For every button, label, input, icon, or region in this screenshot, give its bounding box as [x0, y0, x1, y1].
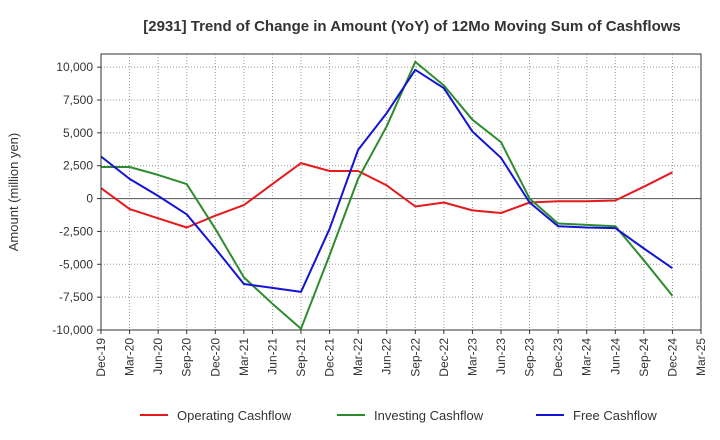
y-tick-label: -5,000: [59, 257, 93, 271]
legend: Operating Cashflow Investing Cashflow Free…: [140, 408, 657, 423]
x-tick-label: Sep-20: [180, 338, 194, 377]
x-tick-label: Mar-23: [465, 338, 479, 376]
x-tick-label: Jun-21: [265, 338, 279, 375]
y-tick-label: 5,000: [63, 126, 93, 140]
x-tick-label: Dec-23: [551, 338, 565, 377]
x-tick-label: Jun-20: [151, 338, 165, 375]
x-tick-label: Dec-21: [323, 338, 337, 377]
x-tick-label: Sep-21: [294, 338, 308, 377]
x-tick-label: Jun-22: [380, 338, 394, 375]
series-line-operating-cashflow: [100, 162, 673, 229]
x-tick-label: Jun-24: [608, 338, 622, 375]
series-layer: [100, 60, 674, 330]
y-tick-label: 7,500: [63, 93, 93, 107]
chart-title: [2931] Trend of Change in Amount (YoY) o…: [143, 18, 681, 35]
series-line-free-cashflow: [100, 68, 673, 293]
y-tick-layer: 10,000 7,500 5,000 2,500 0 -2,500 -5,000 -7,500…: [52, 60, 101, 337]
x-tick-label: Mar-24: [580, 338, 594, 376]
x-tick-label: Mar-25: [694, 338, 708, 376]
y-tick-label: -2,500: [59, 224, 93, 238]
y-axis-label: Amount (million yen): [6, 133, 21, 252]
y-tick-label: -7,500: [59, 290, 93, 304]
y-tick-label: 2,500: [63, 159, 93, 173]
x-tick-label: Dec-20: [208, 338, 222, 377]
x-tick-label: Sep-24: [637, 338, 651, 377]
legend-label-0: Operating Cashflow: [177, 408, 292, 423]
x-tick-label: Sep-22: [408, 338, 422, 377]
x-tick-label: Dec-24: [665, 338, 679, 377]
x-tick-label: Sep-23: [523, 338, 537, 377]
x-tick-layer: Dec-19 Mar-20 Jun-20 Sep-20 Dec-20 Mar-21 Jun-…: [94, 330, 708, 377]
x-tick-label: Dec-22: [437, 338, 451, 377]
y-tick-label: -10,000: [52, 323, 93, 337]
x-tick-label: Mar-21: [237, 338, 251, 376]
plot-frame: [100, 53, 702, 331]
legend-label-1: Investing Cashflow: [374, 408, 484, 423]
x-tick-label: Dec-19: [94, 338, 108, 377]
x-tick-label: Mar-22: [351, 338, 365, 376]
x-tick-label: Jun-23: [494, 338, 508, 375]
y-tick-label: 0: [86, 192, 93, 206]
series-line-investing-cashflow: [101, 60, 674, 330]
y-tick-label: 10,000: [56, 60, 93, 74]
legend-label-2: Free Cashflow: [573, 408, 657, 423]
x-tick-label: Mar-20: [123, 338, 137, 376]
